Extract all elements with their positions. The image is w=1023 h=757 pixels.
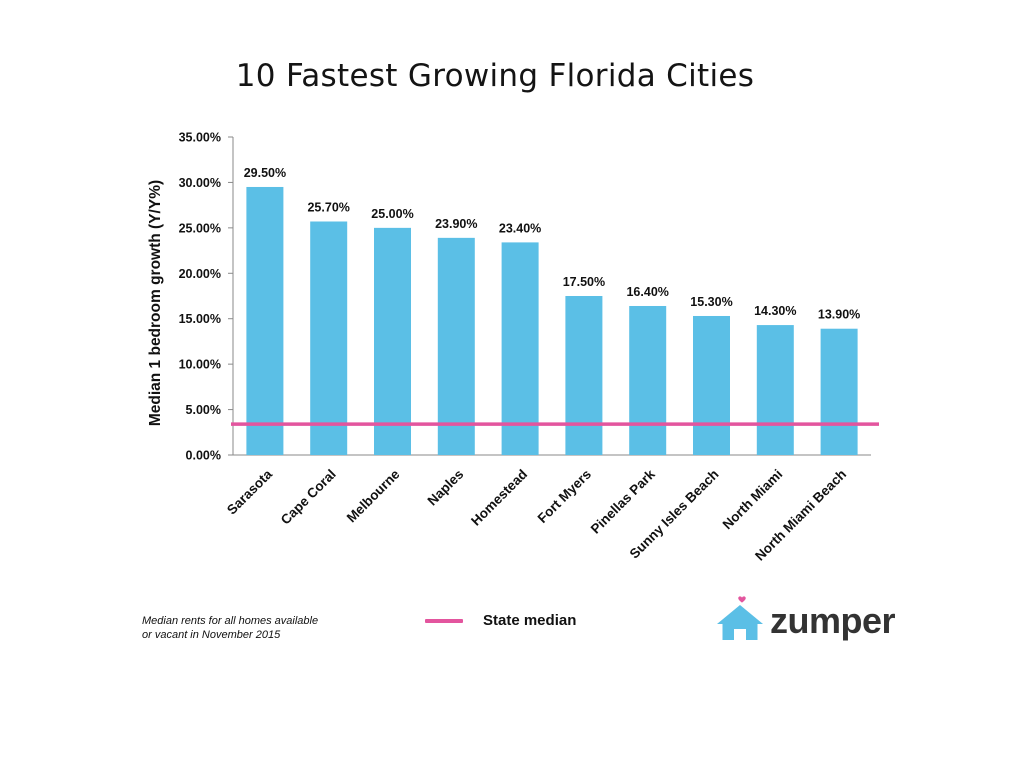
y-ticks: 0.00% 5.00% 10.00% 15.00% 20.00% 25.00% 30.00%… (179, 131, 233, 463)
x-category-label: Homestead (468, 467, 530, 529)
y-tick-label: 30.00% (179, 176, 221, 190)
bar (629, 305, 667, 455)
y-tick-label: 25.00% (179, 221, 221, 235)
y-tick-label: 5.00% (186, 403, 221, 417)
legend: State median (425, 612, 576, 629)
x-category-label: Melbourne (344, 466, 403, 525)
x-category-label: Naples (425, 467, 467, 509)
bar-value-label: 14.30% (754, 304, 796, 318)
x-category-label: Cape Coral (278, 467, 339, 528)
bar-value-label: 16.40% (626, 285, 668, 299)
bars (246, 186, 858, 455)
brand-name: zumper (770, 600, 896, 641)
y-tick-label: 35.00% (179, 131, 221, 145)
bar (565, 296, 603, 455)
y-tick-label: 20.00% (179, 267, 221, 281)
legend-label: State median (483, 612, 577, 629)
house-heart-icon (717, 596, 763, 640)
bar-value-label: 17.50% (563, 275, 605, 289)
footnote-line-1: Median rents for all homes available (142, 615, 319, 627)
x-category-label: Fort Myers (535, 467, 594, 526)
x-category-label: Sarasota (224, 466, 275, 517)
bar (374, 227, 411, 455)
legend-swatch (425, 618, 463, 623)
x-labels: Sarasota Cape Coral Melbourne Naples Homeste… (224, 466, 849, 563)
x-category-label: North Miami (720, 467, 786, 533)
bar (246, 186, 284, 455)
bar-value-label: 15.30% (690, 295, 732, 309)
x-category-label: Pinellas Park (588, 466, 658, 536)
bar (310, 221, 348, 455)
footnote-line-2: or vacant in November 2015 (142, 629, 281, 641)
chart-title: 10 Fastest Growing Florida Cities (235, 58, 755, 94)
bar (756, 325, 794, 455)
brand-logo: zumper (714, 592, 896, 642)
bar-value-label: 25.70% (307, 200, 349, 214)
footnote: Median rents for all homes available or … (142, 614, 352, 642)
bar-labels: 29.50% 25.70% 25.00% 23.90% 23.40% 17.50% 16.4… (244, 166, 861, 322)
bar (501, 242, 539, 455)
bar-value-label: 23.40% (499, 221, 541, 235)
bar (820, 328, 858, 455)
bar-value-label: 25.00% (371, 207, 413, 221)
bar (437, 237, 475, 455)
bar-value-label: 23.90% (435, 217, 477, 231)
y-tick-label: 10.00% (179, 358, 221, 372)
bar-value-label: 13.90% (818, 308, 860, 322)
bar-value-label: 29.50% (244, 166, 286, 180)
y-axis-title-group: Median 1 bedroom growth (Y/Y%) (147, 180, 164, 426)
y-tick-label: 0.00% (186, 449, 221, 463)
y-axis-title: Median 1 bedroom growth (Y/Y%) (147, 180, 164, 426)
bar (693, 315, 730, 455)
y-tick-label: 15.00% (179, 312, 221, 326)
